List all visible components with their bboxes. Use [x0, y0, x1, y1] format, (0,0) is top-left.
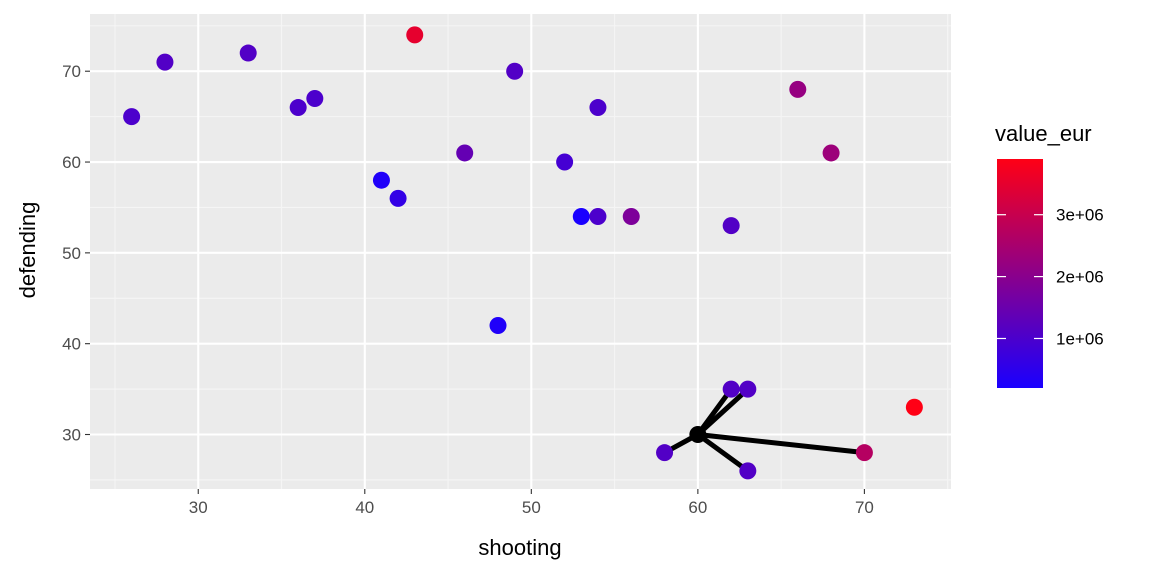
neighbor-line — [695, 432, 751, 474]
y-tick-label: 60 — [62, 153, 81, 172]
data-point — [789, 80, 807, 98]
legend-ticks: 1e+06 2e+06 3e+06 — [997, 206, 1104, 348]
x-tick-label: 30 — [189, 498, 208, 517]
data-point — [739, 380, 757, 398]
minor-gridlines — [90, 14, 951, 489]
x-axis: 30 40 50 60 70 — [189, 489, 874, 517]
legend-tick-label: 3e+06 — [1056, 206, 1104, 225]
legend-title: value_eur — [995, 121, 1092, 146]
data-point — [589, 99, 607, 117]
highlighted-point-group — [689, 426, 707, 444]
data-point — [456, 144, 474, 162]
data-point — [739, 462, 757, 480]
data-point — [905, 398, 923, 416]
data-point — [656, 444, 674, 462]
y-tick-label: 40 — [62, 335, 81, 354]
x-axis-title: shooting — [478, 535, 561, 560]
data-point — [572, 208, 590, 226]
y-axis-title: defending — [15, 202, 40, 299]
data-point — [489, 317, 507, 335]
legend-colorbar — [997, 159, 1043, 388]
data-point — [556, 153, 574, 171]
y-axis: 30 40 50 60 70 — [62, 62, 90, 445]
highlighted-point — [689, 426, 707, 444]
data-point — [289, 99, 307, 117]
y-tick-label: 50 — [62, 244, 81, 263]
x-tick-label: 40 — [355, 498, 374, 517]
legend-tick-label: 2e+06 — [1056, 268, 1104, 287]
data-point — [855, 444, 873, 462]
data-point — [239, 44, 257, 62]
data-point — [589, 208, 607, 226]
data-points — [123, 26, 923, 480]
data-point — [389, 189, 407, 207]
data-point — [822, 144, 840, 162]
x-tick-label: 50 — [522, 498, 541, 517]
data-point — [622, 208, 640, 226]
plot-panel — [90, 14, 951, 489]
y-tick-label: 70 — [62, 62, 81, 81]
y-tick-label: 30 — [62, 426, 81, 445]
neighbor-line — [695, 386, 751, 438]
data-point — [306, 89, 324, 107]
neighbor-line — [695, 432, 867, 456]
data-point — [406, 26, 424, 44]
data-point — [722, 217, 740, 235]
data-point — [156, 53, 174, 71]
data-point — [372, 171, 390, 189]
legend-tick-label: 1e+06 — [1056, 329, 1104, 348]
x-tick-label: 70 — [855, 498, 874, 517]
color-legend: value_eur 1e+06 2e+06 3e+06 — [995, 121, 1104, 388]
data-point — [722, 380, 740, 398]
data-point — [506, 62, 524, 80]
data-point — [123, 108, 141, 126]
x-tick-label: 60 — [688, 498, 707, 517]
